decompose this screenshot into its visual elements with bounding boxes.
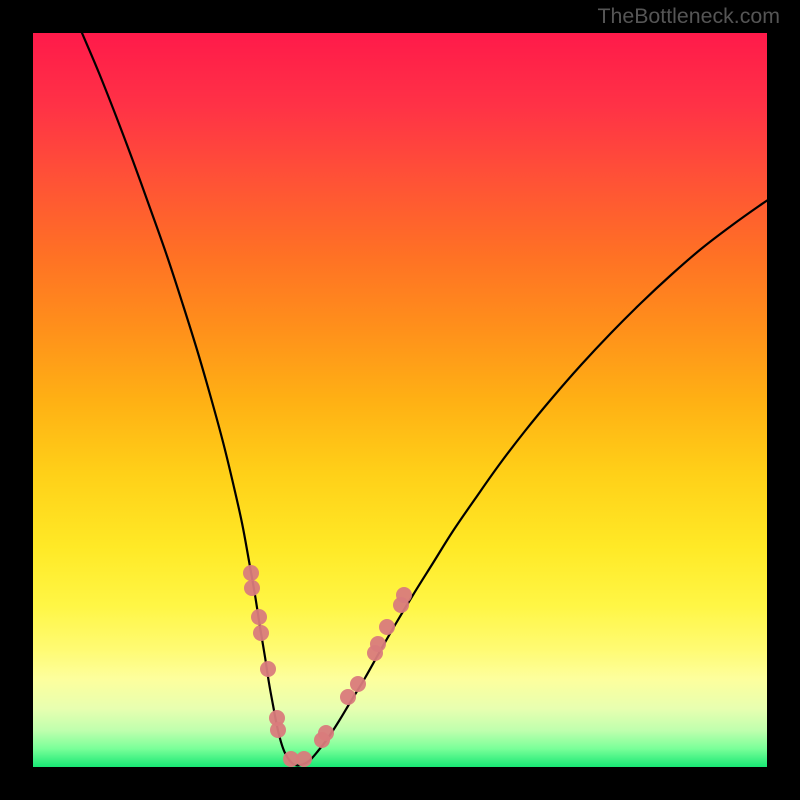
curve-marker — [340, 689, 356, 705]
curve-marker — [244, 580, 260, 596]
curve-marker — [350, 676, 366, 692]
curve-marker — [296, 751, 312, 767]
curve-marker — [379, 619, 395, 635]
watermark-text: TheBottleneck.com — [597, 4, 780, 29]
curve-marker — [370, 636, 386, 652]
curve-marker — [253, 625, 269, 641]
v-curve-path — [82, 33, 767, 766]
curve-marker — [243, 565, 259, 581]
marker-group — [243, 565, 412, 767]
curve-layer — [33, 33, 767, 767]
plot-area — [33, 33, 767, 767]
curve-marker — [270, 722, 286, 738]
curve-marker — [260, 661, 276, 677]
curve-marker — [396, 587, 412, 603]
curve-marker — [318, 725, 334, 741]
curve-marker — [251, 609, 267, 625]
